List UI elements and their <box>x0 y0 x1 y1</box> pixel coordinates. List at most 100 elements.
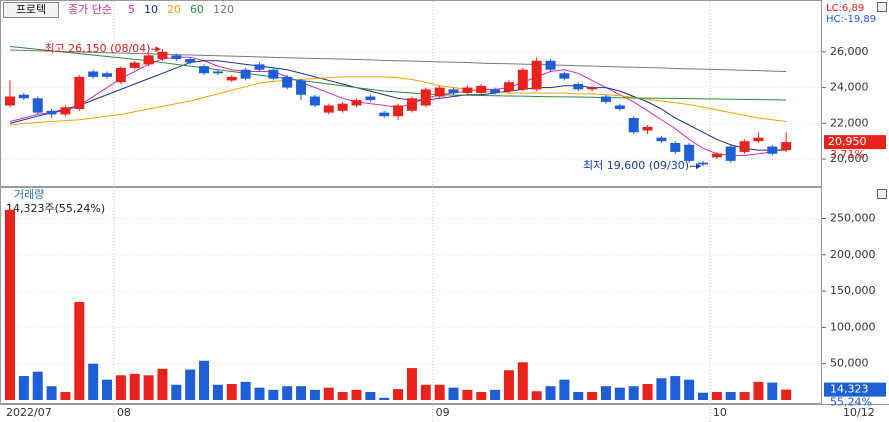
volume-bar <box>600 386 611 400</box>
volume-bar <box>573 392 584 400</box>
legend-entry: 5 <box>128 3 135 16</box>
candle-body <box>46 110 57 115</box>
volume-bar <box>587 392 598 400</box>
volume-bar <box>129 373 140 400</box>
ma-line <box>9 60 787 151</box>
volume-bar <box>434 384 445 400</box>
candle-body <box>406 98 417 111</box>
volume-bar <box>753 381 764 400</box>
candle-body <box>711 153 722 158</box>
candle-body <box>282 76 293 88</box>
volume-bar <box>254 387 265 400</box>
volume-bar <box>185 369 196 400</box>
volume-bar <box>115 375 126 400</box>
volume-bar <box>420 384 431 400</box>
arrow-head <box>696 163 701 170</box>
x-end-label: 10/12 <box>843 406 875 419</box>
legend-entry: 60 <box>190 3 204 16</box>
candle-body <box>115 67 126 83</box>
candle-body <box>573 84 584 90</box>
volume-bar <box>448 387 459 400</box>
x-tick-label: 08 <box>117 406 131 419</box>
volume-bar <box>767 382 778 400</box>
volume-bar <box>171 384 182 400</box>
volume-bar <box>365 392 376 400</box>
candle-body <box>393 105 404 117</box>
candle-body <box>129 62 140 68</box>
volume-bar <box>46 386 57 400</box>
volume-bar <box>74 301 85 400</box>
y-tick-label: 50,000 <box>830 357 869 370</box>
arrow-head <box>155 46 161 53</box>
change-label: 3.71% <box>830 148 865 161</box>
volume-summary: 14,323주(55,24%) <box>6 202 105 215</box>
panel-button[interactable] <box>877 2 887 12</box>
candle-body <box>323 105 334 113</box>
volume-bar <box>406 368 417 400</box>
volume-ratio-label: 55,24% <box>830 396 872 409</box>
candle-body <box>781 142 792 151</box>
candle-body <box>587 87 598 90</box>
candle-body <box>462 87 473 93</box>
volume-bar <box>545 386 556 400</box>
volume-bar <box>531 391 542 400</box>
candle-body <box>212 71 223 74</box>
last-price-box <box>824 135 886 150</box>
candle-body <box>767 146 778 154</box>
volume-bar <box>698 392 708 400</box>
candle-body <box>490 89 501 93</box>
candle-body <box>296 80 307 95</box>
candle-body <box>503 82 514 92</box>
candle-body <box>753 137 764 142</box>
y-tick-label: 20,000 <box>830 152 869 165</box>
candle-body <box>670 142 681 152</box>
y-tick-label: 26,000 <box>830 45 869 58</box>
volume-bar <box>143 375 154 400</box>
candle-body <box>337 103 348 111</box>
candle-body <box>171 55 182 59</box>
last-volume-box <box>824 382 886 397</box>
volume-bar <box>490 389 501 400</box>
volume-bar <box>725 392 736 400</box>
volume-bar <box>212 384 223 400</box>
candle-body <box>545 60 556 70</box>
lc-label: LC:6,89 <box>826 3 864 14</box>
candle-body <box>434 87 445 97</box>
last-price-label: 20,950 <box>828 135 867 148</box>
candle-body <box>379 112 390 117</box>
volume-bar <box>642 384 653 400</box>
candle-body <box>600 96 611 102</box>
volume-bar <box>379 397 390 400</box>
volume-bar <box>337 392 348 400</box>
ma-line <box>9 49 787 72</box>
candle-body <box>102 73 113 77</box>
legend-entry: 20 <box>167 3 181 16</box>
volume-bar <box>739 392 750 400</box>
volume-bar <box>614 387 625 400</box>
legend-entry: 120 <box>213 3 234 16</box>
volume-bar <box>88 363 99 400</box>
candle-body <box>531 60 542 90</box>
legend-entry: 10 <box>144 3 158 16</box>
volume-bar <box>102 379 113 400</box>
title-box <box>3 2 59 18</box>
candle-body <box>642 126 653 131</box>
candle-body <box>309 96 320 106</box>
volume-bar <box>309 389 320 400</box>
candle-body <box>559 73 570 79</box>
volume-bar <box>503 370 514 400</box>
candle-body <box>5 96 15 106</box>
candle-body <box>448 89 459 93</box>
ma-label: 종가 단순 <box>68 3 112 16</box>
chart-title: 프로텍 <box>16 3 46 16</box>
volume-bar <box>684 379 695 400</box>
candle-body <box>684 144 695 161</box>
volume-bar <box>5 209 15 400</box>
panel-button[interactable] <box>877 189 887 199</box>
volume-panel <box>0 187 822 404</box>
candle-body <box>199 66 210 74</box>
x-tick-label: 09 <box>436 406 450 419</box>
volume-bar <box>296 386 307 400</box>
ma-line <box>9 76 787 126</box>
